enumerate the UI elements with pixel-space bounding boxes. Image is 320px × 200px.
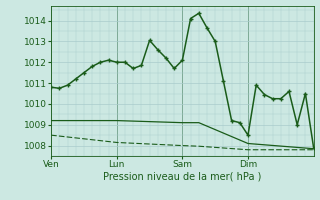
X-axis label: Pression niveau de la mer( hPa ): Pression niveau de la mer( hPa ) — [103, 172, 261, 182]
